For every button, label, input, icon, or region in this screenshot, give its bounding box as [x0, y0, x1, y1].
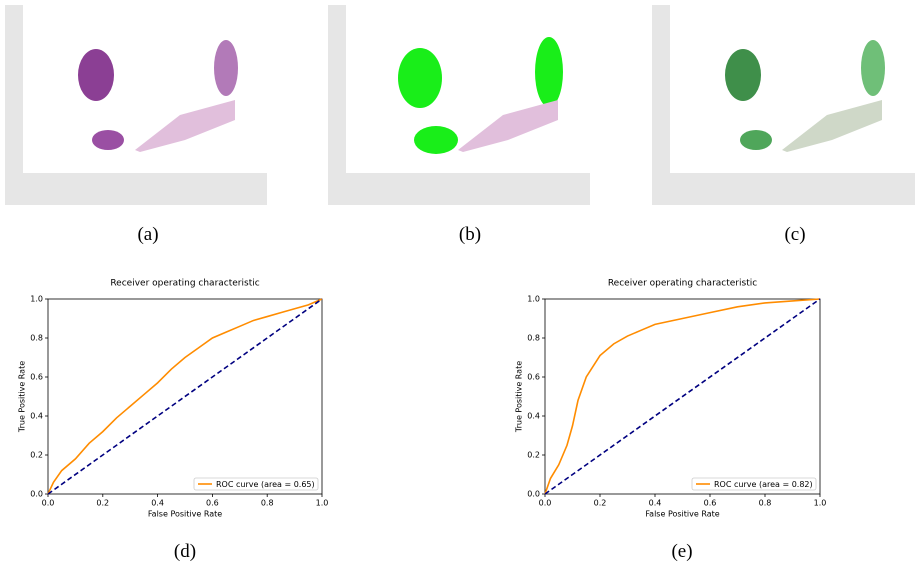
x-tick-label: 0.4	[649, 499, 662, 508]
tissue	[214, 40, 238, 96]
mask	[535, 37, 563, 107]
x-tick-label: 1.0	[814, 499, 827, 508]
caption: (a)	[137, 224, 158, 245]
x-tick-label: 0.2	[594, 499, 607, 508]
x-tick-label: 0.6	[206, 499, 219, 508]
panel-a	[5, 5, 267, 205]
y-tick-label: 0.2	[30, 451, 43, 460]
x-tick-label: 0.8	[759, 499, 772, 508]
y-tick-label: 0.0	[30, 490, 43, 499]
x-tick-label: 0.0	[539, 499, 552, 508]
x-axis-label: False Positive Rate	[645, 510, 719, 519]
chart-title: Receiver operating characteristic	[110, 279, 259, 289]
y-axis-label: True Positive Rate	[515, 361, 524, 433]
tissue	[78, 49, 114, 101]
caption: (e)	[671, 541, 692, 562]
x-tick-label: 0.0	[42, 499, 55, 508]
panel-b	[328, 5, 590, 205]
y-tick-label: 0.6	[527, 373, 540, 382]
mask	[414, 126, 458, 154]
caption: (c)	[784, 224, 805, 245]
x-tick-label: 0.8	[261, 499, 274, 508]
panel-c	[652, 5, 915, 205]
mask	[398, 48, 442, 108]
legend-label: ROC curve (area = 0.65)	[216, 480, 315, 489]
x-axis-label: False Positive Rate	[148, 510, 222, 519]
roc-line	[545, 299, 820, 494]
x-tick-label: 0.4	[151, 499, 164, 508]
y-tick-label: 0.4	[527, 412, 540, 421]
legend-label: ROC curve (area = 0.82)	[714, 480, 813, 489]
x-tick-label: 0.6	[704, 499, 717, 508]
overlay	[861, 40, 885, 96]
y-tick-label: 1.0	[30, 295, 43, 304]
y-tick-label: 0.0	[527, 490, 540, 499]
roc-line	[48, 299, 322, 494]
x-tick-label: 0.2	[96, 499, 109, 508]
y-tick-label: 0.6	[30, 373, 43, 382]
y-axis-label: True Positive Rate	[18, 361, 27, 433]
x-tick-label: 1.0	[316, 499, 329, 508]
chart-title: Receiver operating characteristic	[608, 279, 757, 289]
overlay	[740, 130, 772, 150]
y-tick-label: 0.8	[30, 334, 43, 343]
caption: (d)	[174, 541, 196, 562]
y-tick-label: 0.4	[30, 412, 43, 421]
page: (a) (b) (c) (d) (e) 0.0 0.2 0.4 0.6 0.8 1.0 0.…	[0, 0, 915, 570]
overlay	[725, 49, 761, 101]
tissue	[92, 130, 124, 150]
y-tick-label: 0.2	[527, 451, 540, 460]
caption: (b)	[459, 224, 481, 245]
y-tick-label: 1.0	[527, 295, 540, 304]
y-tick-label: 0.8	[527, 334, 540, 343]
figure: (a) (b) (c) (d) (e) 0.0 0.2 0.4 0.6 0.8 1.0 0.…	[0, 0, 915, 570]
